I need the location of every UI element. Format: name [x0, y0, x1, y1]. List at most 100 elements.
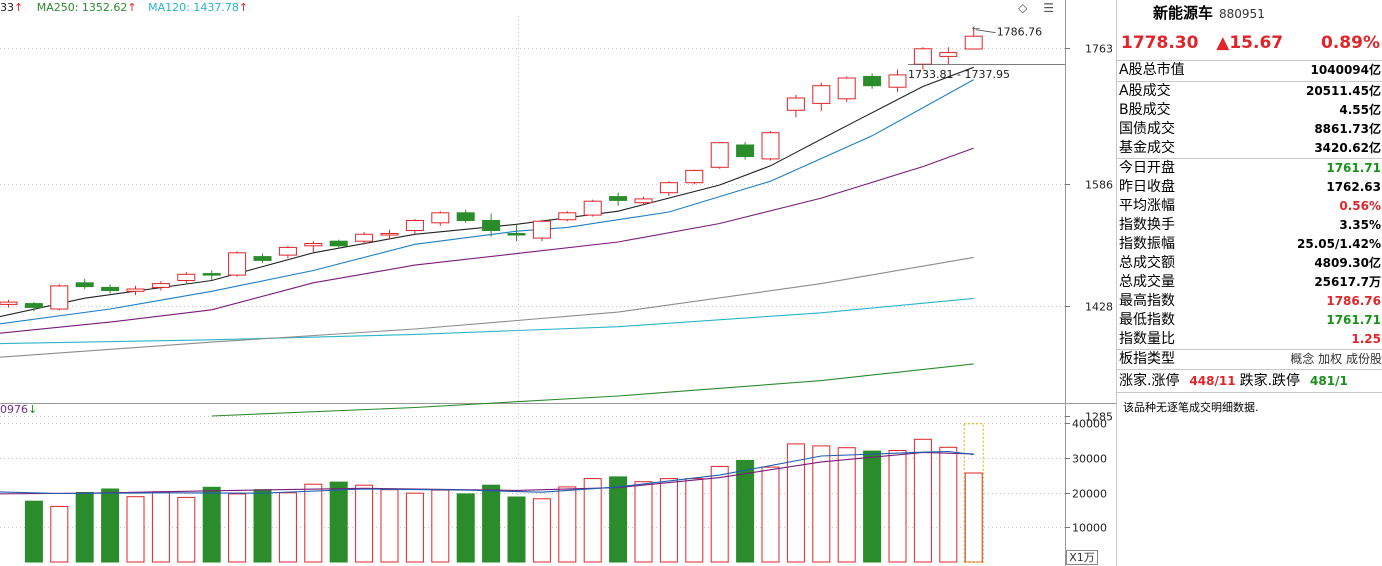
candle: [405, 220, 424, 231]
quote-panel: 新能源车 880951 1778.30 ▲15.67 0.89% A股总市值 10…: [1116, 0, 1382, 566]
stat-label: 基金成交: [1119, 140, 1175, 156]
candle: [50, 285, 69, 310]
candle: [202, 273, 221, 276]
stat-value: 1786.76: [1326, 294, 1381, 308]
volume-tick-label: 30000: [1072, 453, 1107, 466]
volume-bar: [50, 505, 69, 563]
candle: [609, 196, 628, 201]
index-code: 880951: [1219, 7, 1265, 21]
candle: [583, 200, 602, 216]
volume-bar: [482, 484, 501, 563]
volume-bar: [405, 492, 424, 563]
volume-bar: [685, 478, 704, 563]
volume-bar: [812, 445, 831, 563]
volume-bar: [913, 438, 932, 563]
stat-value: 3420.62亿: [1314, 141, 1381, 155]
volume-bar: [75, 492, 94, 563]
candle: [812, 85, 831, 104]
volume-bar: [736, 460, 755, 563]
volume-bar: [964, 472, 983, 563]
breadth-row: 涨家.涨停 448/11 跌家.跌停 481/1: [1117, 370, 1382, 393]
stat-label: 总成交额: [1119, 255, 1175, 271]
volume-bar: [583, 478, 602, 563]
candle: [685, 169, 704, 184]
candle: [837, 77, 856, 100]
stat-label: 最低指数: [1119, 312, 1175, 328]
index-name: 新能源车: [1153, 4, 1214, 22]
price-change: ▲15.67: [1216, 33, 1284, 53]
advancers-label: 涨家.涨停: [1119, 373, 1180, 389]
volume-bar: [456, 493, 475, 563]
stat-row: 指数量比 1.25: [1117, 330, 1382, 349]
chart-area[interactable]: 1763 1586 1428 1285 40000 30000 20000 10000 ← 178…: [0, 0, 1116, 566]
candle: [736, 144, 755, 157]
stat-label: 平均涨幅: [1119, 198, 1175, 214]
volume-bar: [177, 496, 196, 563]
price-row: 1778.30 ▲15.67 0.89%: [1117, 26, 1382, 61]
index-type-row: 板指类型 概念 加权 成份股: [1117, 349, 1382, 370]
volume-tick-label: 20000: [1072, 488, 1107, 501]
volume-bar: [228, 493, 247, 563]
no-tick-data-note: 该品种无逐笔成交明细数据.: [1123, 401, 1259, 414]
ma10-line: [0, 79, 974, 325]
volume-bar: [888, 450, 907, 563]
stat-row: 国债成交 8861.73亿: [1117, 120, 1382, 139]
stat-value: 1761.71: [1326, 161, 1381, 175]
candle: [151, 283, 170, 288]
stat-rows: A股成交 20511.45亿 B股成交 4.55亿 国债成交 8861.73亿 基金成交 34…: [1117, 82, 1382, 349]
volume-unit-label: X1万: [1066, 550, 1098, 565]
market-cap-value: 1040094亿: [1310, 63, 1381, 77]
index-type-tags[interactable]: 概念 加权 成份股: [1290, 352, 1382, 366]
stat-value: 8861.73亿: [1314, 122, 1381, 136]
high-arrow-icon: ←: [972, 24, 980, 35]
volume-bar: [431, 489, 450, 563]
diamond-icon[interactable]: ◇: [1018, 1, 1028, 15]
volume-bar: [659, 478, 678, 563]
volume-bar: [558, 486, 577, 563]
stat-value: 1761.71: [1326, 313, 1381, 327]
ma20-line: [0, 147, 974, 334]
volume-bar: [507, 496, 526, 563]
y-tick-label: 1285: [1085, 411, 1113, 424]
stat-label: 指数振幅: [1119, 236, 1175, 252]
menu-icon[interactable]: ☰: [1043, 1, 1054, 15]
candle: [329, 240, 348, 247]
ma250-label: MA250: 1352.62↑: [36, 1, 137, 14]
stat-value: 25617.7万: [1314, 275, 1381, 289]
stat-value: 20511.45亿: [1305, 84, 1381, 98]
volume-bar: [863, 450, 882, 563]
high-annotation-line: [975, 29, 996, 34]
stat-row: 总成交量 25617.7万: [1117, 273, 1382, 292]
volume-bar: [355, 484, 374, 563]
ma-value-annotation: 1733.81 - 1737.95: [908, 68, 1010, 81]
candle: [482, 220, 501, 231]
candle: [75, 282, 94, 288]
index-type-label: 板指类型: [1119, 351, 1175, 367]
price-change-pct: 0.89%: [1321, 33, 1380, 53]
ma250-line: [211, 363, 974, 417]
stat-value: 3.35%: [1339, 218, 1381, 232]
volume-bar: [253, 489, 272, 563]
stat-value: 0.56%: [1339, 199, 1381, 213]
candle: [634, 198, 653, 204]
candle: [761, 132, 780, 160]
chart-toolbar: ◇ ☰: [1006, 1, 1054, 15]
volume-legend: 0976↓: [0, 403, 38, 416]
y-tick-label: 1586: [1085, 179, 1113, 192]
volume-bar: [202, 486, 221, 563]
stat-label: 指数量比: [1119, 331, 1175, 347]
decliners-value: 481/1: [1310, 374, 1348, 388]
stat-value: 1.25: [1351, 332, 1381, 346]
volume-bar: [609, 476, 628, 563]
candle: [0, 301, 18, 305]
candle: [888, 74, 907, 88]
y-tick-label: 1763: [1085, 43, 1113, 56]
stat-row: 平均涨幅 0.56%: [1117, 197, 1382, 216]
stat-value: 1762.63: [1326, 180, 1381, 194]
stat-label: 指数换手: [1119, 217, 1175, 233]
ma5-line: [0, 66, 974, 318]
ma60-line: [0, 256, 974, 358]
stat-row: 基金成交 3420.62亿: [1117, 139, 1382, 158]
candle: [456, 212, 475, 222]
